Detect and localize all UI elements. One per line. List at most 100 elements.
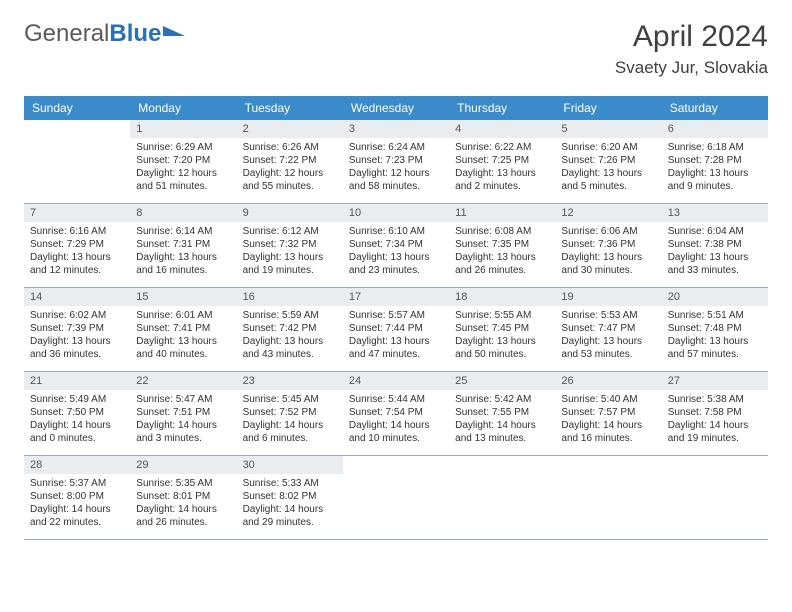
sunrise-text: Sunrise: 6:08 AM: [455, 225, 549, 238]
day-number: 3: [343, 120, 449, 138]
daylight-text: Daylight: 13 hours: [668, 335, 762, 348]
calendar-cell: 26Sunrise: 5:40 AMSunset: 7:57 PMDayligh…: [555, 372, 661, 456]
sunset-text: Sunset: 8:00 PM: [30, 490, 124, 503]
sunrise-text: Sunrise: 5:55 AM: [455, 309, 549, 322]
sunset-text: Sunset: 7:54 PM: [349, 406, 443, 419]
day-details: Sunrise: 6:14 AMSunset: 7:31 PMDaylight:…: [130, 222, 236, 283]
daylight-text: and 16 minutes.: [561, 432, 655, 445]
day-number: 2: [237, 120, 343, 138]
daylight-text: Daylight: 13 hours: [30, 335, 124, 348]
daylight-text: and 6 minutes.: [243, 432, 337, 445]
daylight-text: Daylight: 14 hours: [349, 419, 443, 432]
daylight-text: and 13 minutes.: [455, 432, 549, 445]
day-number: 11: [449, 204, 555, 222]
day-details: Sunrise: 5:35 AMSunset: 8:01 PMDaylight:…: [130, 474, 236, 535]
sunset-text: Sunset: 7:57 PM: [561, 406, 655, 419]
month-title: April 2024: [615, 20, 768, 54]
daylight-text: and 40 minutes.: [136, 348, 230, 361]
day-details: Sunrise: 6:06 AMSunset: 7:36 PMDaylight:…: [555, 222, 661, 283]
day-details: Sunrise: 5:51 AMSunset: 7:48 PMDaylight:…: [662, 306, 768, 367]
day-number: 4: [449, 120, 555, 138]
calendar-cell: 28Sunrise: 5:37 AMSunset: 8:00 PMDayligh…: [24, 456, 130, 540]
sunset-text: Sunset: 7:51 PM: [136, 406, 230, 419]
sunrise-text: Sunrise: 6:24 AM: [349, 141, 443, 154]
daylight-text: Daylight: 13 hours: [243, 251, 337, 264]
calendar-cell: 1Sunrise: 6:29 AMSunset: 7:20 PMDaylight…: [130, 120, 236, 204]
day-details: Sunrise: 6:26 AMSunset: 7:22 PMDaylight:…: [237, 138, 343, 199]
day-number: 27: [662, 372, 768, 390]
logo-text-1: General: [24, 20, 109, 48]
sunrise-text: Sunrise: 5:49 AM: [30, 393, 124, 406]
day-details: Sunrise: 6:08 AMSunset: 7:35 PMDaylight:…: [449, 222, 555, 283]
daylight-text: and 50 minutes.: [455, 348, 549, 361]
sunset-text: Sunset: 7:47 PM: [561, 322, 655, 335]
day-number: 25: [449, 372, 555, 390]
day-details: Sunrise: 6:22 AMSunset: 7:25 PMDaylight:…: [449, 138, 555, 199]
daylight-text: Daylight: 14 hours: [455, 419, 549, 432]
calendar-cell: 27Sunrise: 5:38 AMSunset: 7:58 PMDayligh…: [662, 372, 768, 456]
day-details: Sunrise: 5:37 AMSunset: 8:00 PMDaylight:…: [24, 474, 130, 535]
daylight-text: Daylight: 12 hours: [243, 167, 337, 180]
sunset-text: Sunset: 7:39 PM: [30, 322, 124, 335]
day-number: 14: [24, 288, 130, 306]
sunset-text: Sunset: 7:48 PM: [668, 322, 762, 335]
daylight-text: and 22 minutes.: [30, 516, 124, 529]
calendar-cell: 29Sunrise: 5:35 AMSunset: 8:01 PMDayligh…: [130, 456, 236, 540]
weekday-header: Wednesday: [343, 96, 449, 120]
day-number: 7: [24, 204, 130, 222]
sunrise-text: Sunrise: 5:35 AM: [136, 477, 230, 490]
calendar-cell: 11Sunrise: 6:08 AMSunset: 7:35 PMDayligh…: [449, 204, 555, 288]
day-number: 19: [555, 288, 661, 306]
day-details: Sunrise: 6:10 AMSunset: 7:34 PMDaylight:…: [343, 222, 449, 283]
daylight-text: Daylight: 14 hours: [243, 503, 337, 516]
sunset-text: Sunset: 7:45 PM: [455, 322, 549, 335]
day-number: 13: [662, 204, 768, 222]
sunset-text: Sunset: 7:32 PM: [243, 238, 337, 251]
sunset-text: Sunset: 7:35 PM: [455, 238, 549, 251]
calendar-cell: 21Sunrise: 5:49 AMSunset: 7:50 PMDayligh…: [24, 372, 130, 456]
sunset-text: Sunset: 7:44 PM: [349, 322, 443, 335]
sunrise-text: Sunrise: 6:22 AM: [455, 141, 549, 154]
sunset-text: Sunset: 7:55 PM: [455, 406, 549, 419]
calendar-cell: [343, 456, 449, 540]
calendar-cell: [662, 456, 768, 540]
daylight-text: Daylight: 13 hours: [243, 335, 337, 348]
sunrise-text: Sunrise: 6:18 AM: [668, 141, 762, 154]
logo-triangle-icon: [163, 26, 185, 36]
sunrise-text: Sunrise: 6:04 AM: [668, 225, 762, 238]
day-number: 9: [237, 204, 343, 222]
day-number: 8: [130, 204, 236, 222]
daylight-text: Daylight: 13 hours: [561, 251, 655, 264]
day-details: Sunrise: 6:04 AMSunset: 7:38 PMDaylight:…: [662, 222, 768, 283]
calendar-cell: 16Sunrise: 5:59 AMSunset: 7:42 PMDayligh…: [237, 288, 343, 372]
day-details: Sunrise: 5:59 AMSunset: 7:42 PMDaylight:…: [237, 306, 343, 367]
calendar-cell: 12Sunrise: 6:06 AMSunset: 7:36 PMDayligh…: [555, 204, 661, 288]
day-number: 5: [555, 120, 661, 138]
daylight-text: Daylight: 13 hours: [668, 251, 762, 264]
calendar-cell: 13Sunrise: 6:04 AMSunset: 7:38 PMDayligh…: [662, 204, 768, 288]
day-number: 12: [555, 204, 661, 222]
day-number: 24: [343, 372, 449, 390]
weekday-header: Friday: [555, 96, 661, 120]
daylight-text: and 19 minutes.: [243, 264, 337, 277]
sunrise-text: Sunrise: 5:45 AM: [243, 393, 337, 406]
calendar-cell: 15Sunrise: 6:01 AMSunset: 7:41 PMDayligh…: [130, 288, 236, 372]
sunset-text: Sunset: 7:50 PM: [30, 406, 124, 419]
calendar-cell: 14Sunrise: 6:02 AMSunset: 7:39 PMDayligh…: [24, 288, 130, 372]
sunrise-text: Sunrise: 5:44 AM: [349, 393, 443, 406]
day-details: Sunrise: 5:55 AMSunset: 7:45 PMDaylight:…: [449, 306, 555, 367]
daylight-text: and 47 minutes.: [349, 348, 443, 361]
weekday-header: Thursday: [449, 96, 555, 120]
day-number: 20: [662, 288, 768, 306]
calendar-cell: 9 Sunrise: 6:12 AMSunset: 7:32 PMDaylight…: [237, 204, 343, 288]
daylight-text: Daylight: 14 hours: [30, 419, 124, 432]
calendar-cell: 6Sunrise: 6:18 AMSunset: 7:28 PMDaylight…: [662, 120, 768, 204]
calendar-cell: 20Sunrise: 5:51 AMSunset: 7:48 PMDayligh…: [662, 288, 768, 372]
sunset-text: Sunset: 7:38 PM: [668, 238, 762, 251]
sunrise-text: Sunrise: 6:12 AM: [243, 225, 337, 238]
calendar-cell: 17Sunrise: 5:57 AMSunset: 7:44 PMDayligh…: [343, 288, 449, 372]
calendar-cell: 5Sunrise: 6:20 AMSunset: 7:26 PMDaylight…: [555, 120, 661, 204]
location-subtitle: Svaety Jur, Slovakia: [615, 58, 768, 78]
calendar-cell: 18Sunrise: 5:55 AMSunset: 7:45 PMDayligh…: [449, 288, 555, 372]
daylight-text: and 2 minutes.: [455, 180, 549, 193]
